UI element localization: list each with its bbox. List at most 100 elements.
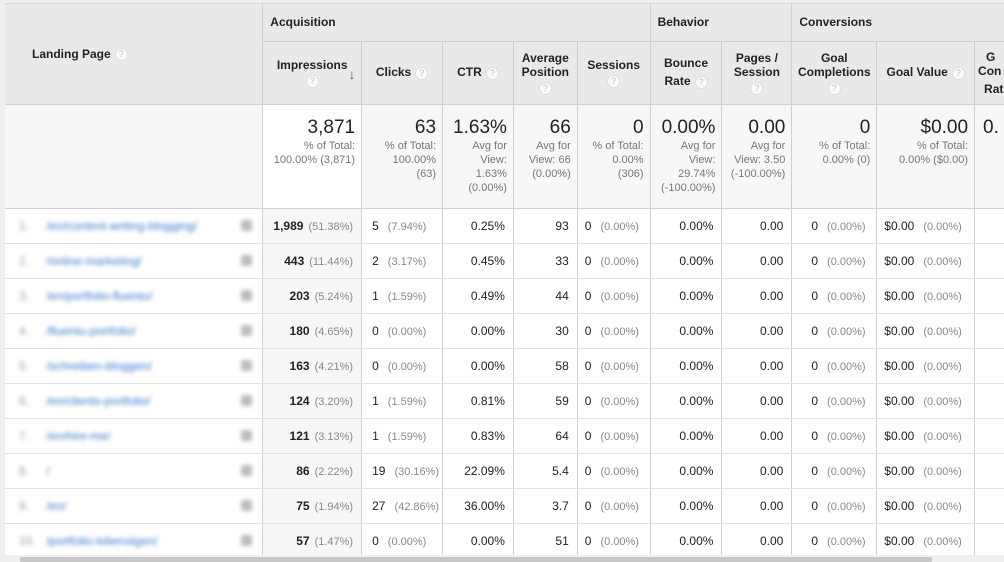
clicks-value: 1 bbox=[372, 428, 379, 443]
column-header-sessions[interactable]: Sessions ? bbox=[577, 41, 651, 104]
bounce-rate-cell: 0.00% bbox=[650, 278, 723, 314]
goal-value-value: $0.00 bbox=[884, 288, 915, 303]
sessions-value: 0 bbox=[584, 533, 592, 548]
sessions-percent: (0.00%) bbox=[600, 500, 639, 513]
column-header-goal-conversion-rate[interactable]: G Con Rat bbox=[974, 41, 1004, 104]
landing-page-link[interactable]: /en/ bbox=[46, 498, 67, 513]
landing-page-link[interactable]: /en/content-writing-blogging/ bbox=[46, 218, 198, 233]
row-index: 2. bbox=[19, 253, 30, 268]
impressions-percent: (51.38%) bbox=[308, 220, 354, 233]
landing-page-link[interactable]: /online-marketing/ bbox=[46, 253, 142, 268]
summary-pages-session-value: 0.00 bbox=[748, 116, 786, 138]
column-header-goal-completions[interactable]: Goal Completions ? bbox=[791, 41, 878, 104]
open-external-icon[interactable] bbox=[241, 219, 253, 231]
sessions-percent: (0.00%) bbox=[600, 360, 639, 373]
avg-position-cell: 51 bbox=[513, 523, 578, 555]
column-header-ctr[interactable]: CTR? bbox=[442, 41, 514, 104]
open-external-icon[interactable] bbox=[241, 359, 253, 371]
goal-value-cell: $0.00 (0.00%) bbox=[876, 488, 976, 524]
clicks-percent: (0.00%) bbox=[387, 325, 427, 338]
summary-goal-completions: 0 % of Total: 0.00% (0) bbox=[791, 103, 878, 209]
goal-value-cell: $0.00 (0.00%) bbox=[876, 313, 976, 349]
sessions-cell: 0 (0.00%) bbox=[577, 243, 651, 279]
sort-descending-icon[interactable]: ↓ bbox=[348, 66, 356, 82]
help-icon[interactable]: ? bbox=[750, 81, 764, 95]
help-icon[interactable]: ? bbox=[538, 81, 552, 95]
summary-clicks-value: 63 bbox=[414, 116, 437, 138]
landing-page-link[interactable]: /en/portfolio-fluentu/ bbox=[46, 288, 153, 303]
row-index: 9. bbox=[19, 498, 30, 513]
landing-page-link[interactable]: /schreiben-bloggen/ bbox=[46, 358, 152, 373]
summary-avg-position-value: 66 bbox=[549, 116, 571, 138]
clicks-value: 1 bbox=[372, 393, 379, 408]
avg-position-cell: 59 bbox=[513, 383, 578, 419]
landing-page-link[interactable]: /en/clients-portfolio/ bbox=[46, 393, 151, 408]
table-row: 4. /fluentu-portfolio/ 180 (4.65%) 0 (0.00… bbox=[5, 313, 1004, 349]
pages-session-cell: 0.00 bbox=[721, 418, 793, 454]
help-icon[interactable]: ? bbox=[951, 66, 965, 80]
column-header-pages-per-session[interactable]: Pages / Session ? bbox=[721, 41, 793, 104]
open-external-icon[interactable] bbox=[241, 289, 253, 301]
column-header-landing-page[interactable]: Landing Page? bbox=[5, 4, 264, 104]
table-row: 9. /en/ 75 (1.94%) 27 (42.86%) 36.00% 3.7 … bbox=[5, 488, 1004, 524]
goal-value-cell: $0.00 (0.00%) bbox=[876, 418, 976, 454]
help-icon[interactable]: ? bbox=[114, 47, 128, 61]
help-icon[interactable]: ? bbox=[305, 74, 319, 88]
open-external-icon[interactable] bbox=[241, 394, 253, 406]
summary-note: 100.00% (3,871) bbox=[273, 153, 356, 166]
row-index: 1. bbox=[19, 218, 30, 233]
goal-value-percent: (0.00%) bbox=[923, 360, 962, 373]
pages-session-cell: 0.00 bbox=[721, 348, 793, 384]
open-external-icon[interactable] bbox=[241, 534, 253, 546]
summary-goal-value-value: $0.00 bbox=[920, 116, 969, 138]
help-icon[interactable]: ? bbox=[607, 74, 621, 88]
avg-position-cell: 3.7 bbox=[513, 488, 578, 524]
goal-conv-rate-label-1: G bbox=[986, 49, 996, 64]
open-external-icon[interactable] bbox=[241, 464, 253, 476]
summary-note: (-100.00%) bbox=[661, 181, 716, 194]
impressions-value: 203 bbox=[289, 288, 310, 303]
clicks-percent: (1.59%) bbox=[387, 395, 427, 408]
help-icon[interactable]: ? bbox=[694, 75, 708, 89]
goal-completions-value: 0 bbox=[811, 533, 819, 548]
summary-note: Avg for bbox=[750, 139, 786, 152]
table-row: 7. /en/hire-me/ 121 (3.13%) 1 (1.59%) 0.83… bbox=[5, 418, 1004, 454]
clicks-cell: 5 (7.94%) bbox=[361, 208, 444, 244]
impressions-cell: 57 (1.47%) bbox=[262, 523, 363, 555]
landing-page-link[interactable]: / bbox=[46, 463, 50, 478]
impressions-cell: 75 (1.94%) bbox=[262, 488, 363, 524]
column-header-average-position[interactable]: Average Position ? bbox=[513, 41, 578, 104]
clicks-label: Clicks bbox=[375, 65, 412, 80]
open-external-icon[interactable] bbox=[241, 429, 253, 441]
pages-session-cell: 0.00 bbox=[721, 208, 793, 244]
goal-completions-percent: (0.00%) bbox=[827, 360, 866, 373]
clicks-percent: (3.17%) bbox=[387, 255, 427, 268]
impressions-value: 57 bbox=[296, 533, 310, 548]
pages-session-cell: 0.00 bbox=[721, 243, 793, 279]
impressions-percent: (1.94%) bbox=[314, 500, 354, 513]
impressions-cell: 1,989 (51.38%) bbox=[262, 208, 363, 244]
avg-position-cell: 5.4 bbox=[513, 453, 578, 489]
column-header-impressions[interactable]: Impressions ? ↓ bbox=[262, 41, 363, 104]
column-header-goal-value[interactable]: Goal Value? bbox=[876, 41, 976, 104]
column-header-bounce-rate[interactable]: Bounce Rate? bbox=[650, 41, 723, 104]
landing-page-link[interactable]: /portfolio-lebenslgen/ bbox=[46, 533, 158, 548]
sessions-value: 0 bbox=[584, 463, 592, 478]
help-icon[interactable]: ? bbox=[827, 81, 841, 95]
horizontal-scrollbar[interactable] bbox=[20, 557, 932, 562]
bounce-rate-label-1: Bounce bbox=[663, 56, 708, 71]
open-external-icon[interactable] bbox=[241, 254, 253, 266]
column-header-clicks[interactable]: Clicks? bbox=[361, 41, 444, 104]
ctr-cell: 0.45% bbox=[442, 243, 514, 279]
open-external-icon[interactable] bbox=[241, 499, 253, 511]
help-icon[interactable]: ? bbox=[415, 66, 429, 80]
landing-page-link[interactable]: /fluentu-portfolio/ bbox=[46, 323, 136, 338]
row-index: 10. bbox=[19, 533, 36, 548]
clicks-cell: 0 (0.00%) bbox=[361, 523, 444, 555]
open-external-icon[interactable] bbox=[241, 324, 253, 336]
row-index: 8. bbox=[19, 463, 30, 478]
row-index: 3. bbox=[19, 288, 30, 303]
landing-page-link[interactable]: /en/hire-me/ bbox=[46, 428, 111, 443]
sessions-value: 0 bbox=[584, 393, 592, 408]
help-icon[interactable]: ? bbox=[485, 66, 499, 80]
